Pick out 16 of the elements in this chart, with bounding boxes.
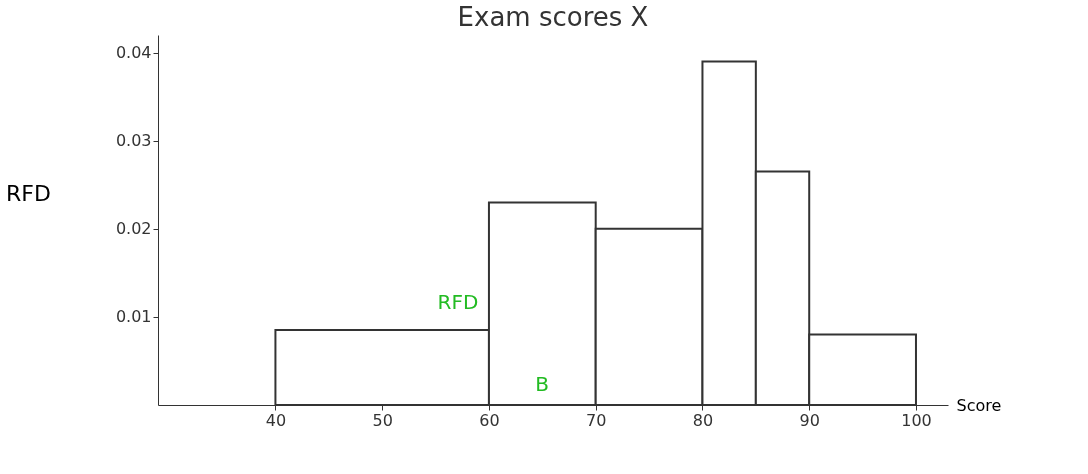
y-tick-label: 0.04 bbox=[115, 43, 152, 63]
x-tick-label: 90 bbox=[799, 410, 820, 430]
annotation: B bbox=[535, 372, 549, 396]
x-tick-label: 70 bbox=[586, 410, 607, 430]
y-axis-title: RFD bbox=[6, 180, 51, 206]
chart-title: Exam scores X bbox=[457, 2, 649, 32]
x-tick-label: 50 bbox=[372, 410, 393, 430]
y-tick-label: 0.02 bbox=[115, 219, 152, 239]
annotation: RFD bbox=[437, 290, 479, 314]
y-tick-label: 0.03 bbox=[115, 131, 152, 151]
x-tick-label: 60 bbox=[479, 410, 500, 430]
x-tick-label: 40 bbox=[265, 410, 287, 430]
y-tick-label: 0.01 bbox=[115, 307, 152, 327]
x-axis-title: Score bbox=[956, 395, 1002, 415]
x-tick-label: 100 bbox=[901, 410, 932, 430]
x-tick-label: 80 bbox=[692, 410, 714, 430]
